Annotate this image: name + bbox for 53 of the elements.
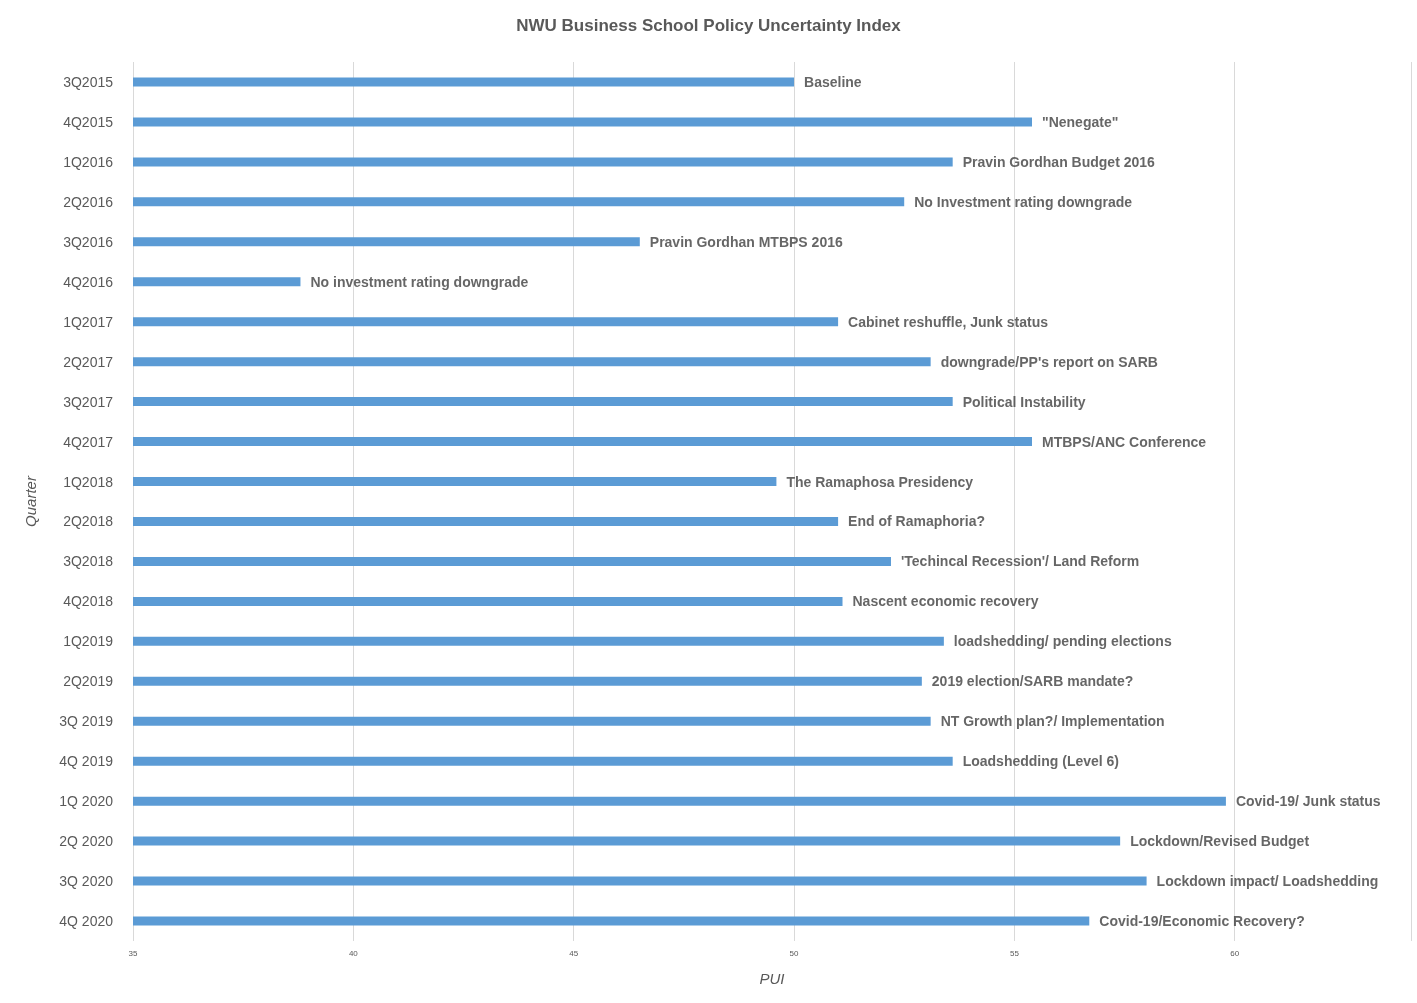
- annotation: downgrade/PP's report on SARB: [940, 353, 1158, 370]
- annotation: No investment rating downgrade: [310, 273, 529, 290]
- y-tick-label: 2Q2018: [63, 513, 114, 530]
- annotation: Pravin Gordhan Budget 2016: [962, 153, 1156, 170]
- y-tick-label: 4Q 2020: [59, 913, 114, 930]
- chart-title: NWU Business School Policy Uncertainty Index: [516, 16, 902, 35]
- annotation: NT Growth plan?/ Implementation: [940, 713, 1165, 730]
- y-tick-label: 1Q2018: [63, 473, 114, 490]
- annotation: Cabinet reshuffle, Junk status: [848, 313, 1049, 330]
- y-tick-label: 2Q2019: [63, 673, 114, 690]
- y-tick-label: 1Q2016: [63, 153, 114, 170]
- annotation: 2019 election/SARB mandate?: [931, 673, 1134, 690]
- y-tick-label: 3Q2017: [63, 393, 114, 410]
- y-tick-label: 1Q 2020: [59, 793, 114, 810]
- y-tick-label: 4Q2017: [63, 433, 114, 450]
- y-tick-label: 2Q2017: [63, 353, 114, 370]
- y-tick-label: 1Q2019: [63, 633, 114, 650]
- y-tick-label: 4Q2015: [63, 113, 114, 130]
- y-tick-label: 4Q2018: [63, 593, 114, 610]
- annotation: Nascent economic recovery: [852, 593, 1039, 610]
- y-tick-label: 1Q2017: [63, 313, 114, 330]
- annotation: End of Ramaphoria?: [848, 513, 986, 530]
- annotation: Baseline: [804, 73, 862, 90]
- x-tick-label: 40: [348, 948, 359, 958]
- y-tick-label: 4Q2016: [63, 273, 114, 290]
- x-tick-label: 60: [1230, 948, 1240, 958]
- annotation: 'Techincal Recession'/ Land Reform: [900, 553, 1140, 570]
- annotation: The Ramaphosa Presidency: [786, 473, 974, 490]
- x-tick-label: 35: [128, 948, 138, 958]
- annotation: Political Instability: [962, 393, 1086, 410]
- y-tick-label: 3Q 2020: [59, 873, 114, 890]
- y-tick-label: 3Q2016: [63, 233, 114, 250]
- annotation: No Investment rating downgrade: [914, 193, 1133, 210]
- annotation: "Nenegate": [1042, 113, 1119, 130]
- annotation: Covid-19/ Junk status: [1235, 793, 1381, 810]
- annotation: Loadshedding (Level 6): [962, 753, 1120, 770]
- y-tick-label: 3Q2018: [63, 553, 114, 570]
- y-tick-label: 3Q2015: [63, 73, 114, 90]
- x-tick-label: 55: [1009, 948, 1020, 958]
- y-axis-title: Quarter: [22, 475, 39, 527]
- annotation: MTBPS/ANC Conference: [1042, 433, 1207, 450]
- y-tick-label: 2Q2016: [63, 193, 114, 210]
- annotation: Lockdown/Revised Budget: [1130, 833, 1310, 850]
- annotation: Covid-19/Economic Recovery?: [1099, 913, 1305, 930]
- y-tick-label: 2Q 2020: [59, 833, 114, 850]
- y-tick-label: 3Q 2019: [59, 713, 114, 730]
- x-tick-label: 45: [569, 948, 579, 958]
- x-axis-title: PUI: [759, 970, 785, 987]
- x-tick-label: 50: [789, 948, 800, 958]
- annotation: Pravin Gordhan MTBPS 2016: [649, 233, 843, 250]
- y-tick-label: 4Q 2019: [59, 753, 114, 770]
- annotation: Lockdown impact/ Loadshedding: [1156, 873, 1379, 890]
- annotation: loadshedding/ pending elections: [953, 633, 1172, 650]
